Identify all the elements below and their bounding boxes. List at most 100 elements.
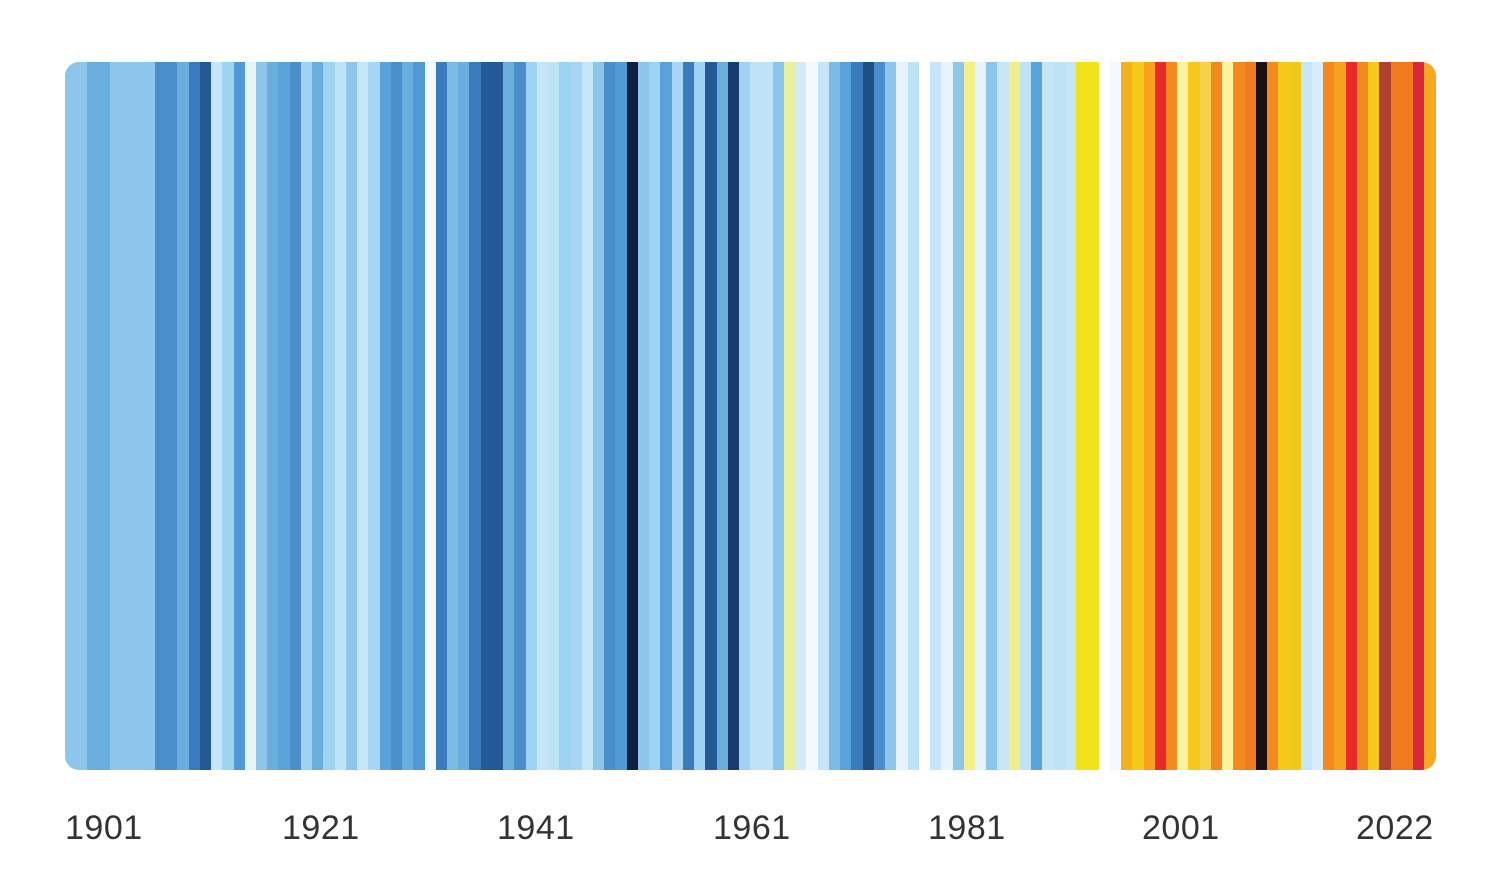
year-stripe-1919 [267,62,279,770]
year-stripe-1925 [334,62,346,770]
year-stripe-1974 [885,62,897,770]
year-stripe-2007 [1255,62,1268,770]
year-stripe-1993 [1098,62,1110,770]
year-stripe-1988 [1042,62,1054,770]
year-stripe-1989 [1053,62,1065,770]
year-stripe-2009 [1278,62,1290,770]
year-stripe-1930 [390,62,403,770]
x-tick-label: 1921 [282,809,360,847]
year-stripe-1951 [626,62,638,770]
year-stripe-1905 [109,62,122,770]
year-stripe-1936 [458,62,470,770]
year-stripe-1948 [593,62,605,770]
year-stripe-2002 [1199,62,1211,770]
year-stripe-1927 [357,62,369,770]
year-stripe-1965 [784,62,796,770]
year-stripe-1910 [166,62,178,770]
year-stripe-1934 [435,62,447,770]
x-tick-label: 1981 [928,809,1006,847]
year-stripe-1933 [424,62,436,770]
year-stripe-1942 [525,62,537,770]
year-stripe-1926 [345,62,358,770]
year-stripe-1943 [536,62,549,770]
year-stripe-1987 [1031,62,1043,770]
year-stripe-1973 [873,62,886,770]
year-stripe-1954 [660,62,672,770]
year-stripe-1906 [121,62,133,770]
year-stripe-1970 [840,62,852,770]
year-stripe-2008 [1267,62,1279,770]
year-stripe-1908 [143,62,155,770]
year-stripe-2021 [1413,62,1425,770]
year-stripe-1995 [1121,62,1133,770]
year-stripe-1918 [255,62,268,770]
year-stripe-1915 [222,62,234,770]
x-tick-label: 1941 [497,809,575,847]
year-stripe-1971 [851,62,863,770]
year-stripe-1997 [1143,62,1155,770]
year-stripe-2014 [1334,62,1346,770]
year-stripe-1968 [817,62,829,770]
year-stripe-1944 [548,62,560,770]
year-stripe-1980 [952,62,964,770]
year-stripe-1991 [1076,62,1088,770]
year-stripe-1909 [154,62,167,770]
year-stripe-1929 [379,62,391,770]
year-stripe-1921 [289,62,301,770]
year-stripe-1977 [918,62,931,770]
year-stripe-1961 [739,62,751,770]
year-stripe-1978 [930,62,942,770]
year-stripe-2017 [1368,62,1380,770]
year-stripe-1998 [1154,62,1166,770]
year-stripe-1940 [503,62,515,770]
year-stripe-1966 [795,62,807,770]
year-stripe-2019 [1390,62,1402,770]
year-stripe-1984 [997,62,1009,770]
year-stripe-1953 [649,62,661,770]
year-stripe-2020 [1401,62,1414,770]
year-stripe-2012 [1312,62,1324,770]
year-stripe-1952 [637,62,650,770]
year-stripe-1907 [132,62,144,770]
year-stripe-1975 [896,62,908,770]
year-stripe-1946 [570,62,582,770]
year-stripe-2005 [1233,62,1245,770]
year-stripe-1901 [65,62,77,770]
year-stripe-1994 [1109,62,1122,770]
year-stripe-1904 [98,62,110,770]
year-stripe-1917 [244,62,256,770]
year-stripe-1903 [87,62,99,770]
x-tick-label: 2001 [1142,809,1220,847]
year-stripe-1958 [705,62,717,770]
year-stripe-1923 [312,62,324,770]
year-stripe-2015 [1345,62,1357,770]
year-stripe-2022 [1424,62,1436,770]
year-stripe-1928 [368,62,380,770]
year-stripe-1932 [413,62,425,770]
x-tick-label: 1901 [65,809,143,847]
year-stripe-1912 [188,62,200,770]
year-stripe-2006 [1244,62,1256,770]
year-stripe-1913 [199,62,212,770]
year-stripe-1983 [986,62,998,770]
year-stripe-1963 [761,62,773,770]
year-stripe-1964 [772,62,784,770]
year-stripe-1937 [469,62,481,770]
year-stripe-1947 [581,62,594,770]
year-stripe-1916 [233,62,245,770]
year-stripe-1960 [727,62,740,770]
year-stripe-1902 [76,62,88,770]
year-stripe-1969 [828,62,841,770]
year-stripe-1911 [177,62,189,770]
year-stripe-1972 [862,62,874,770]
year-stripe-2001 [1188,62,1200,770]
year-stripe-1967 [806,62,818,770]
year-stripe-2016 [1356,62,1369,770]
x-tick-label: 2022 [1356,809,1434,847]
year-stripe-1962 [750,62,762,770]
warming-stripes-chart [65,62,1436,770]
year-stripe-1979 [941,62,953,770]
year-stripe-1996 [1132,62,1144,770]
year-stripe-1955 [671,62,683,770]
year-stripe-1950 [615,62,627,770]
